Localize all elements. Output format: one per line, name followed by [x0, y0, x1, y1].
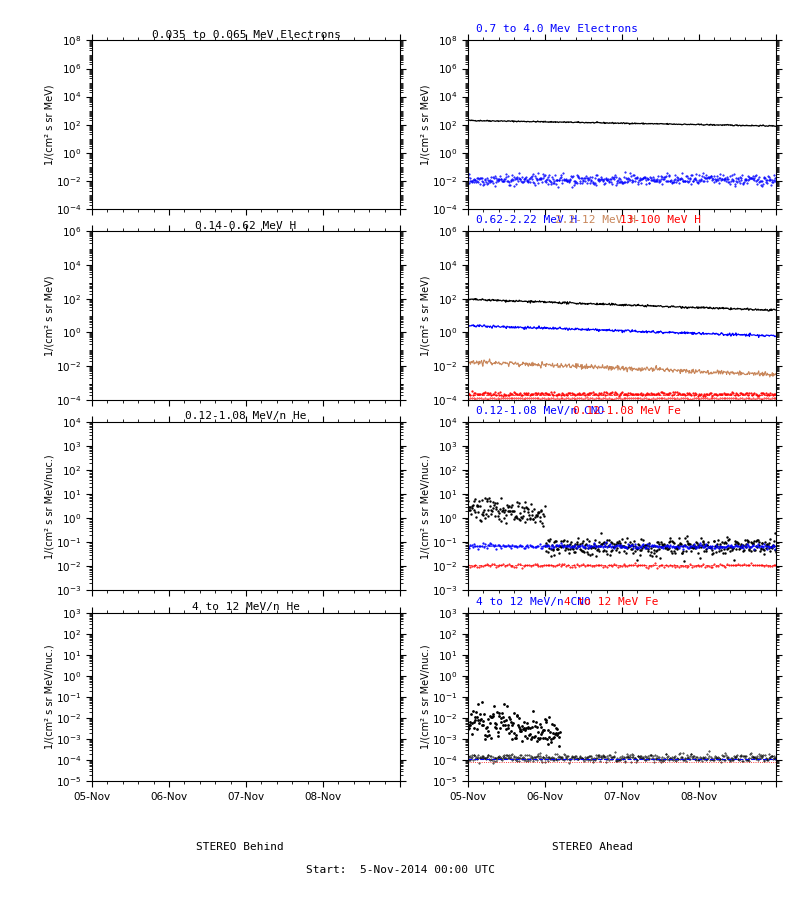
- Text: 13-100 MeV H: 13-100 MeV H: [620, 215, 701, 225]
- Y-axis label: 1/(cm² s sr MeV/nuc.): 1/(cm² s sr MeV/nuc.): [421, 454, 430, 559]
- Text: 4 to 12 MeV/n CNO: 4 to 12 MeV/n CNO: [476, 597, 590, 607]
- Text: 4 to 12 MeV Fe: 4 to 12 MeV Fe: [564, 597, 658, 607]
- Y-axis label: 1/(cm² s sr MeV/nuc.): 1/(cm² s sr MeV/nuc.): [421, 644, 430, 750]
- Y-axis label: 1/(cm² s sr MeV): 1/(cm² s sr MeV): [421, 85, 430, 165]
- Text: 0.12-1.08 MeV Fe: 0.12-1.08 MeV Fe: [574, 406, 682, 416]
- Text: 0.7 to 4.0 Mev Electrons: 0.7 to 4.0 Mev Electrons: [476, 24, 638, 34]
- Text: 0.62-2.22 MeV H: 0.62-2.22 MeV H: [476, 215, 578, 225]
- Y-axis label: 1/(cm² s sr MeV/nuc.): 1/(cm² s sr MeV/nuc.): [45, 644, 54, 750]
- Y-axis label: 1/(cm² s sr MeV): 1/(cm² s sr MeV): [45, 275, 54, 356]
- Title: 4 to 12 MeV/n He: 4 to 12 MeV/n He: [192, 602, 300, 612]
- Text: 2.2-12 MeV H: 2.2-12 MeV H: [555, 215, 636, 225]
- Y-axis label: 1/(cm² s sr MeV): 1/(cm² s sr MeV): [45, 85, 54, 165]
- Title: 0.035 to 0.065 MeV Electrons: 0.035 to 0.065 MeV Electrons: [151, 30, 341, 40]
- Text: STEREO Ahead: STEREO Ahead: [551, 842, 633, 852]
- Y-axis label: 1/(cm² s sr MeV): 1/(cm² s sr MeV): [421, 275, 430, 356]
- Text: Start:  5-Nov-2014 00:00 UTC: Start: 5-Nov-2014 00:00 UTC: [306, 865, 494, 875]
- Title: 0.14-0.62 MeV H: 0.14-0.62 MeV H: [195, 220, 297, 230]
- Text: STEREO Behind: STEREO Behind: [196, 842, 284, 852]
- Text: 0.12-1.08 MeV/n CNO: 0.12-1.08 MeV/n CNO: [476, 406, 604, 416]
- Title: 0.12-1.08 MeV/n He: 0.12-1.08 MeV/n He: [186, 411, 306, 421]
- Y-axis label: 1/(cm² s sr MeV/nuc.): 1/(cm² s sr MeV/nuc.): [45, 454, 54, 559]
